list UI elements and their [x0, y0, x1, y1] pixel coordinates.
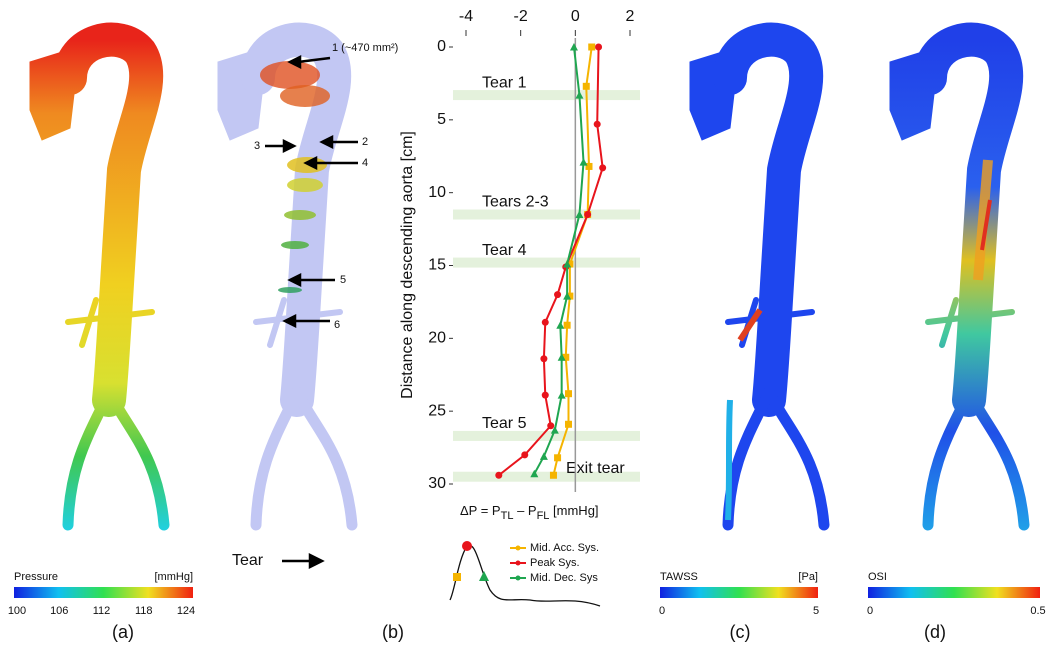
- colorbar-tick: 5: [813, 605, 819, 617]
- point: [495, 472, 502, 479]
- y-tick-label: 30: [428, 475, 446, 492]
- panel-label: (d): [924, 622, 946, 642]
- colorbar-tick: 118: [135, 605, 153, 617]
- tear-label: Tears 2-3: [482, 194, 549, 211]
- tear-label: Tear 1: [482, 74, 527, 91]
- colorbar-unit: [Pa]: [798, 571, 818, 583]
- colorbar-title: Pressure: [14, 571, 58, 583]
- tear-model: [218, 40, 352, 525]
- colorbar-title: TAWSS: [660, 571, 698, 583]
- y-axis-label: Distance along descending aorta [cm]: [399, 131, 416, 399]
- x-axis-label: ΔP = PTL – PFL [mmHg]: [460, 503, 599, 521]
- panel-label: (c): [730, 622, 751, 642]
- tear-key: Tear: [232, 552, 264, 569]
- y-tick-label: 25: [428, 402, 446, 419]
- point: [554, 454, 561, 461]
- callout: 6: [334, 319, 340, 331]
- point: [547, 422, 554, 429]
- point: [595, 44, 602, 51]
- point: [570, 43, 578, 51]
- y-tick-label: 10: [428, 184, 446, 201]
- callout: 3: [254, 140, 260, 152]
- legend-label: Mid. Acc. Sys.: [530, 542, 599, 554]
- waveform-marker: [479, 571, 489, 581]
- point: [554, 291, 561, 298]
- point: [542, 319, 549, 326]
- figure: 1 (~470 mm²) 2 3 4 5 6 Tear (a) (b) (c) …: [0, 0, 1050, 646]
- x-tick-label: 0: [571, 8, 580, 25]
- callout: 1 (~470 mm²): [332, 42, 398, 54]
- point: [565, 421, 572, 428]
- colorbar-tick: 112: [93, 605, 111, 617]
- tear-band: [453, 90, 640, 100]
- colorbar: [14, 587, 193, 598]
- point: [550, 472, 557, 479]
- x-tick-label: 2: [626, 8, 635, 25]
- y-tick-label: 5: [437, 111, 446, 128]
- colorbar: [660, 587, 818, 598]
- tear-label: Tear 5: [482, 415, 527, 432]
- colorbar-tick: 0: [659, 605, 665, 617]
- callout: 4: [362, 157, 368, 169]
- callout: 2: [362, 136, 368, 148]
- y-tick-label: 15: [428, 257, 446, 274]
- osi-model: [890, 40, 1024, 525]
- point: [583, 83, 590, 90]
- point: [556, 321, 564, 329]
- tawss-model: [690, 40, 824, 525]
- point: [584, 211, 591, 218]
- colorbar-tick: 0: [867, 605, 873, 617]
- point: [540, 452, 548, 460]
- x-tick-label: -4: [459, 8, 473, 25]
- y-tick-label: 20: [428, 330, 446, 347]
- legend-label: Peak Sys.: [530, 557, 580, 569]
- colorbar-tick: 106: [50, 605, 68, 617]
- colorbar-tick: 100: [8, 605, 26, 617]
- colorbar-tick: 0.5: [1030, 605, 1045, 617]
- point: [558, 391, 566, 399]
- tear-band: [453, 210, 640, 220]
- point: [588, 44, 595, 51]
- point: [565, 390, 572, 397]
- point: [540, 355, 547, 362]
- callout: 5: [340, 274, 346, 286]
- point: [564, 322, 571, 329]
- legend-dot: [516, 576, 521, 581]
- tear-label: Tear 4: [482, 242, 527, 259]
- legend-dot: [516, 561, 521, 566]
- legend-label: Mid. Dec. Sys: [530, 572, 598, 584]
- legend-dot: [516, 546, 521, 551]
- colorbar-unit: [mmHg]: [155, 571, 194, 583]
- waveform-marker: [462, 541, 472, 551]
- pressure-model: [30, 40, 164, 525]
- colorbar-title: OSI: [868, 571, 887, 583]
- point: [580, 158, 588, 166]
- tear-band: [453, 431, 640, 441]
- tear-band: [453, 258, 640, 268]
- point: [594, 121, 601, 128]
- waveform-marker: [453, 573, 461, 581]
- x-tick-label: -2: [514, 8, 528, 25]
- point: [599, 164, 606, 171]
- panel-label: (b): [382, 622, 404, 642]
- colorbar-tick: 124: [177, 605, 195, 617]
- point: [521, 451, 528, 458]
- colorbar: [868, 587, 1040, 598]
- panel-label: (a): [112, 622, 134, 642]
- y-tick-label: 0: [437, 38, 446, 55]
- point: [542, 392, 549, 399]
